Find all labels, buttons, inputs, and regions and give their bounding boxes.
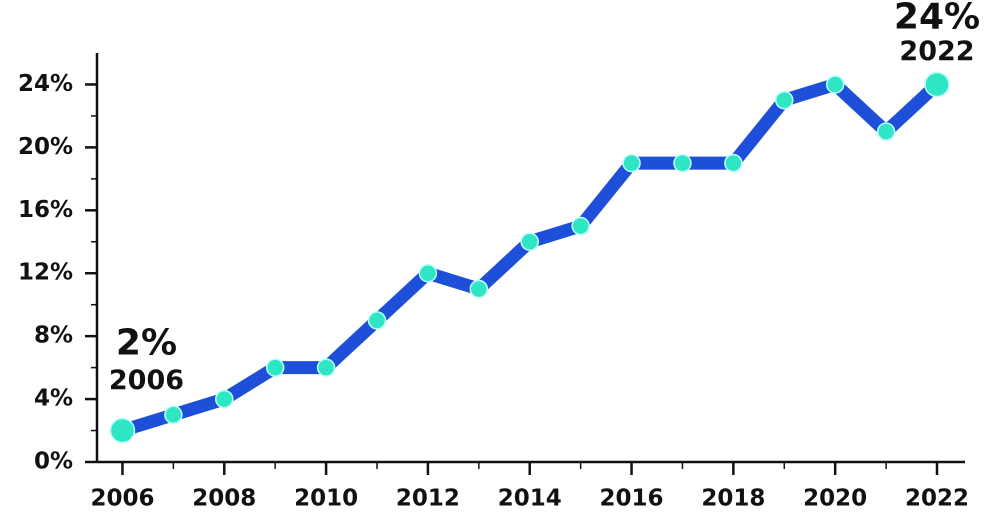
y-tick-label: 4% xyxy=(34,386,73,412)
x-tick-label: 2020 xyxy=(803,486,867,512)
y-tick-label: 16% xyxy=(18,197,73,223)
annotation-value: 2% xyxy=(116,323,177,364)
y-tick-label: 0% xyxy=(34,449,73,475)
y-tick-label: 12% xyxy=(18,260,73,286)
y-tick-label: 20% xyxy=(18,134,73,160)
point xyxy=(673,153,692,173)
point xyxy=(825,75,845,94)
x-tick-label: 2014 xyxy=(498,486,562,512)
point xyxy=(924,71,950,98)
x-tick-label: 2010 xyxy=(294,486,358,512)
point xyxy=(316,358,336,377)
x-tick-label: 2012 xyxy=(396,486,460,512)
point xyxy=(164,405,183,425)
point xyxy=(469,279,489,299)
y-tick-label: 24% xyxy=(18,71,73,97)
point xyxy=(109,417,136,444)
y-tick-label: 8% xyxy=(34,323,73,349)
point xyxy=(265,358,285,377)
point xyxy=(520,232,539,252)
point xyxy=(418,263,438,283)
point xyxy=(724,153,743,173)
point xyxy=(622,153,641,173)
annotation-value: 24% xyxy=(894,0,980,37)
x-tick-label: 2006 xyxy=(90,486,154,512)
line xyxy=(120,77,942,437)
point xyxy=(367,311,387,330)
x-tick-label: 2022 xyxy=(905,486,969,512)
point xyxy=(876,122,896,141)
point xyxy=(775,90,794,110)
point xyxy=(215,389,234,409)
x-tick-label: 2016 xyxy=(600,486,664,512)
point xyxy=(571,216,590,236)
annotation-year: 2006 xyxy=(109,365,184,396)
annotation-year: 2022 xyxy=(899,36,974,67)
x-tick-label: 2008 xyxy=(192,486,256,512)
x-tick-label: 2018 xyxy=(701,486,765,512)
